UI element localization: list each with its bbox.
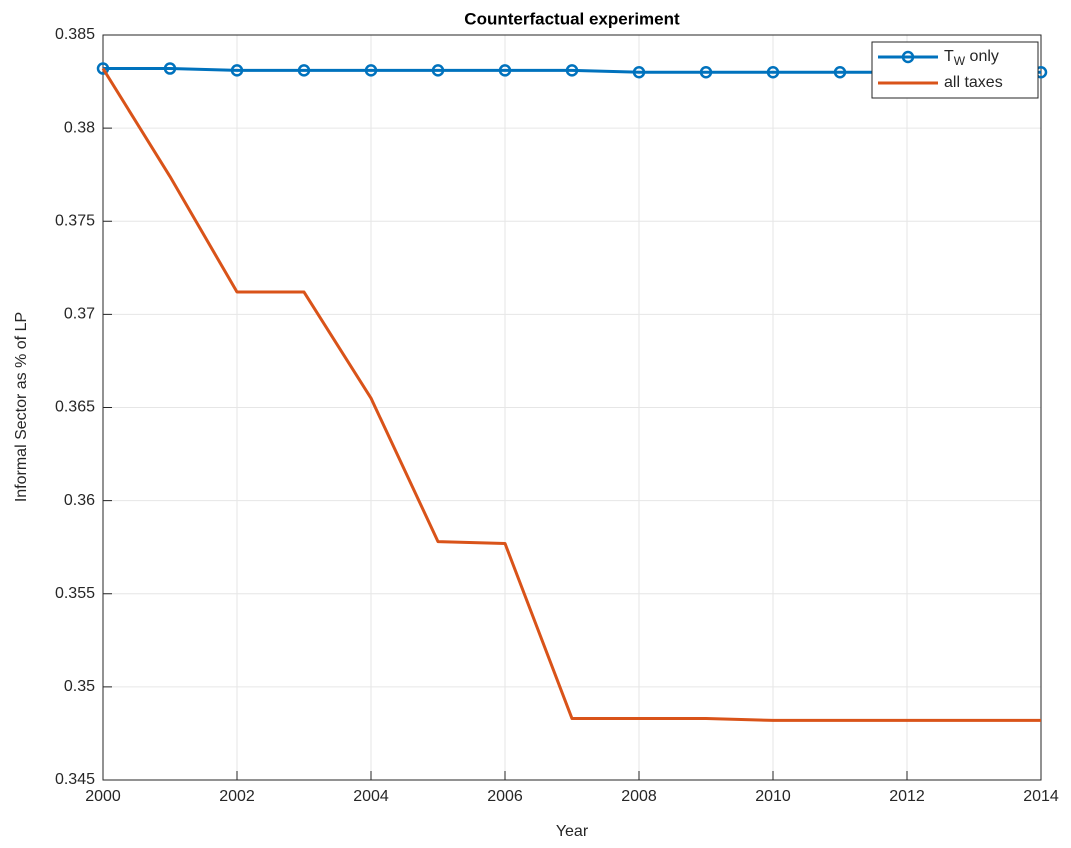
y-tick-label: 0.385: [55, 26, 95, 43]
x-tick-label: 2004: [353, 788, 389, 805]
marker: [163, 62, 177, 75]
marker: [632, 66, 646, 79]
x-tick-label: 2002: [219, 788, 255, 805]
axes-box: [102, 34, 1042, 781]
marker: [498, 64, 512, 77]
x-tick-label: 2010: [755, 788, 791, 805]
chart-title: Counterfactual experiment: [464, 9, 680, 28]
marker: [230, 64, 244, 77]
y-tick-label: 0.38: [64, 119, 95, 136]
x-tick-label: 2000: [85, 788, 121, 805]
legend: TW only all taxes: [871, 41, 1039, 99]
x-tick-label: 2012: [889, 788, 925, 805]
marker: [96, 62, 110, 75]
legend-box: [871, 41, 1039, 99]
marker: [364, 64, 378, 77]
y-tick-label: 0.375: [55, 212, 95, 229]
x-axis-label: Year: [556, 823, 589, 840]
y-tick-label: 0.35: [64, 678, 95, 695]
y-tick-label: 0.37: [64, 306, 95, 323]
marker: [297, 64, 311, 77]
legend-marker: [901, 50, 915, 64]
legend-label: TW only: [944, 48, 999, 68]
marker: [766, 66, 780, 79]
marker: [699, 66, 713, 79]
y-tick-label: 0.355: [55, 585, 95, 602]
marker: [565, 64, 579, 77]
x-tick-label: 2014: [1023, 788, 1059, 805]
x-tick-label: 2006: [487, 788, 523, 805]
x-tick-label: 2008: [621, 788, 657, 805]
marker: [431, 64, 445, 77]
y-tick-label: 0.345: [55, 771, 95, 788]
legend-label: all taxes: [944, 74, 1003, 91]
line-series: [101, 67, 1041, 722]
y-tick-label: 0.365: [55, 399, 95, 416]
marker: [833, 66, 847, 79]
y-tick-label: 0.36: [64, 492, 95, 509]
y-axis-label: Informal Sector as % of LP: [13, 312, 30, 502]
